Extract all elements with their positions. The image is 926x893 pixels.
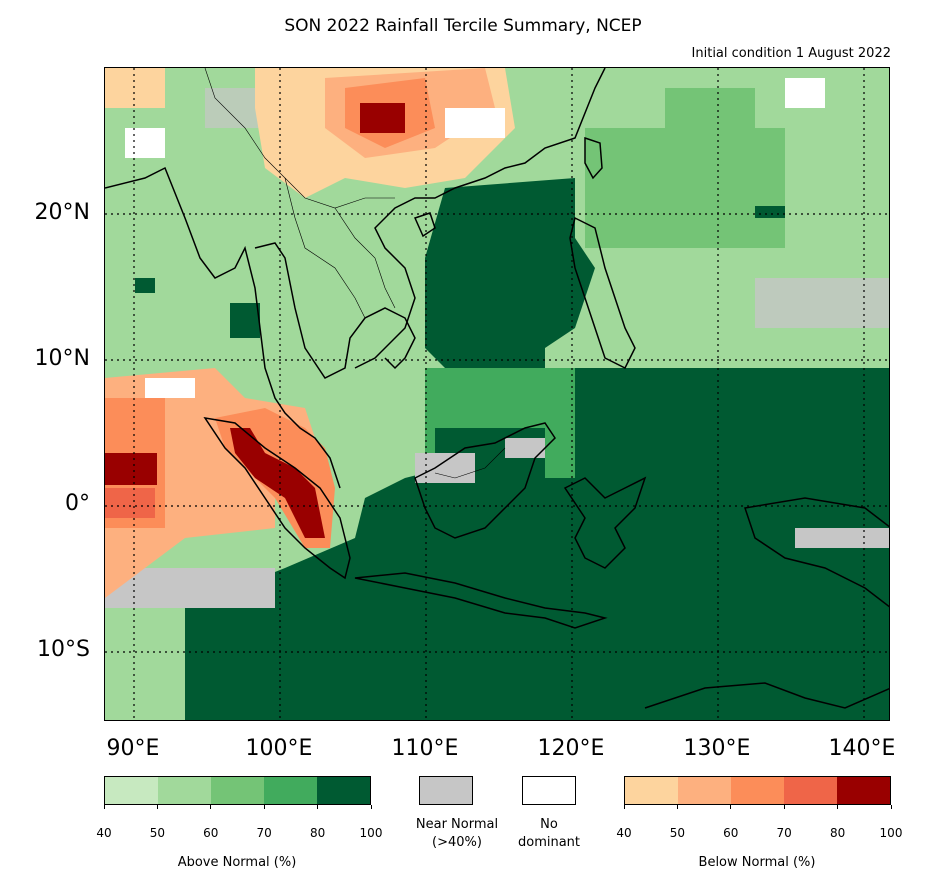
- border-laos-thailand: [284, 177, 366, 319]
- initial-condition-subtitle: Initial condition 1 August 2022: [691, 46, 891, 61]
- border-laos-vietnam: [334, 207, 396, 309]
- lon-label-120e: 120°E: [537, 736, 605, 761]
- below-normal-tick-label: 100: [879, 826, 903, 840]
- lat-label-0: 0°: [65, 491, 90, 516]
- above-normal-tick-label: 70: [256, 826, 272, 840]
- below-normal-swatch-2: [731, 777, 784, 804]
- above-normal-tickmark-0: [103, 805, 105, 809]
- region-red-indian: [105, 488, 155, 518]
- region-dark-green-andaman: [230, 303, 260, 338]
- below-normal-tickmark-2: [730, 805, 732, 809]
- lat-label-10s: 10°S: [37, 637, 90, 662]
- region-sumatra-dark-red: [230, 428, 325, 538]
- below-normal-tick-label: 50: [669, 826, 686, 840]
- above-normal-tickmark-4: [317, 805, 319, 809]
- patch-no-dominant-1: [125, 128, 165, 158]
- coast-hainan: [413, 212, 436, 238]
- above-normal-title: Above Normal (%): [177, 855, 297, 870]
- lat-label-20n: 20°N: [34, 200, 90, 225]
- below-normal-title: Below Normal (%): [698, 855, 816, 870]
- coastlines: [105, 68, 889, 709]
- no-dominant-label-line1: No: [540, 817, 558, 832]
- lat-label-10n: 10°N: [34, 346, 90, 371]
- no-dominant-swatch: [522, 776, 576, 805]
- coast-australia: [644, 682, 889, 709]
- below-normal-swatch-3: [784, 777, 837, 804]
- above-normal-tick-label: 60: [203, 826, 219, 840]
- below-normal-tick-label: 70: [776, 826, 792, 840]
- below-normal-swatch-4: [837, 777, 890, 804]
- below-normal-tickmark-3: [783, 805, 785, 809]
- lon-label-130e: 130°E: [683, 736, 751, 761]
- lon-label-110e: 110°E: [391, 736, 459, 761]
- above-normal-swatch-2: [211, 777, 264, 804]
- coast-new-guinea: [744, 497, 889, 608]
- tercile-map-svg: [105, 68, 889, 720]
- coast-taiwan: [584, 136, 603, 180]
- patch-no-dominant-2: [445, 108, 505, 138]
- below-normal-tickmark-1: [676, 805, 678, 809]
- coast-borneo: [414, 422, 556, 539]
- coast-burma-malay: [105, 166, 341, 489]
- country-borders: [204, 68, 506, 479]
- above-normal-swatch-0: [105, 777, 158, 804]
- near-normal-swatch: [419, 776, 473, 805]
- graticule: [105, 68, 889, 720]
- near-normal-label-line1: Near Normal: [415, 817, 499, 832]
- lon-label-90e: 90°E: [106, 736, 160, 761]
- region-dark-green-bay: [135, 278, 155, 293]
- below-normal-tick-label: 80: [829, 826, 846, 840]
- above-normal-tick-label: 100: [359, 826, 383, 840]
- patch-no-dominant-3: [145, 378, 195, 398]
- below-normal-swatch-1: [678, 777, 731, 804]
- border-borneo: [434, 447, 506, 479]
- below-normal-tickmark-0: [623, 805, 625, 809]
- near-normal-label: Near Normal (>40%): [402, 816, 512, 852]
- below-normal-swatch-0: [625, 777, 678, 804]
- patch-near-normal-pacific: [755, 278, 889, 328]
- above-normal-colorbar: [104, 776, 371, 805]
- map-title: SON 2022 Rainfall Tercile Summary, NCEP: [284, 16, 642, 36]
- above-normal-swatch-4: [317, 777, 370, 804]
- lon-label-100e: 100°E: [245, 736, 313, 761]
- above-normal-tickmark-1: [156, 805, 158, 809]
- near-normal-label-line2: (>40%): [432, 835, 482, 850]
- coast-vietnam-china: [354, 68, 606, 369]
- lon-label-140e: 140°E: [828, 736, 896, 761]
- patch-no-dominant-4: [785, 78, 825, 108]
- below-normal-tick-label: 60: [723, 826, 739, 840]
- above-normal-tick-label: 40: [96, 826, 112, 840]
- region-ne-pacific-mid2: [665, 88, 755, 148]
- region-dark-green-pacific-dot: [755, 206, 785, 218]
- above-normal-swatch-3: [264, 777, 317, 804]
- region-dark-red-china: [360, 103, 405, 133]
- above-normal-swatch-1: [158, 777, 211, 804]
- patch-near-normal-borneo-2: [505, 438, 545, 458]
- below-normal-tickmark-5: [890, 805, 892, 809]
- region-dark-red-indian: [105, 453, 157, 485]
- above-normal-tickmark-2: [210, 805, 212, 809]
- tercile-map: [104, 67, 890, 721]
- above-normal-tickmark-5: [370, 805, 372, 809]
- above-normal-tickmark-3: [263, 805, 265, 809]
- patch-near-normal-borneo: [415, 453, 475, 483]
- below-normal-tick-label: 40: [616, 826, 632, 840]
- coast-philippines: [569, 216, 636, 370]
- patch-near-normal-png: [795, 528, 889, 548]
- above-normal-tick-label: 80: [309, 826, 326, 840]
- coast-sulawesi: [563, 476, 647, 569]
- coast-java: [354, 572, 608, 629]
- below-normal-tickmark-4: [837, 805, 839, 809]
- coast-sumatra: [203, 416, 351, 580]
- region-dark-green-south: [225, 678, 485, 720]
- no-dominant-label-line2: dominant: [517, 835, 581, 850]
- below-normal-colorbar: [624, 776, 891, 805]
- coast-gulf-thailand: [254, 242, 416, 379]
- region-nw-orange: [105, 68, 165, 108]
- no-dominant-label: No dominant: [494, 816, 604, 852]
- above-normal-tick-label: 50: [149, 826, 166, 840]
